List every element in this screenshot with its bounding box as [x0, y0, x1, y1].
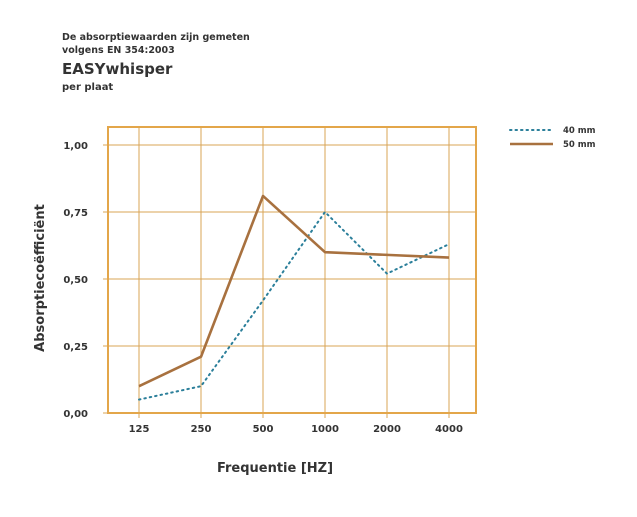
y-tick-label: 0,75 [63, 208, 88, 219]
plot-frame [107, 126, 477, 414]
x-tick-label: 250 [191, 424, 212, 435]
measurement-note: De absorptiewaarden zijn gemeten volgens… [62, 31, 250, 57]
series-line-50mm [138, 194, 450, 388]
legend: 40 mm 50 mm [509, 126, 596, 150]
y-tick-label: 0,00 [63, 409, 88, 420]
y-tick-label: 1,00 [63, 141, 88, 152]
y-axis-label: Absorptiecoëfficiënt [33, 204, 48, 352]
y-tick-label: 0,50 [63, 275, 88, 286]
note-line-1: De absorptiewaarden zijn gemeten [62, 32, 250, 43]
legend-label: 40 mm [563, 126, 596, 136]
y-tick-label: 0,25 [63, 342, 88, 353]
note-line-2: volgens EN 354:2003 [62, 45, 175, 56]
x-tick-label: 4000 [435, 424, 463, 435]
chart-subtitle: per plaat [62, 82, 114, 93]
x-axis-label: Frequentie [HZ] [217, 461, 333, 476]
grid-lines [103, 127, 476, 418]
chart-title: EASYwhisper [62, 60, 173, 78]
series-line-40mm [138, 211, 450, 401]
legend-label: 50 mm [563, 140, 596, 150]
series-lines [138, 194, 450, 401]
y-tick-labels: 0,00 0,25 0,50 0,75 1,00 [63, 141, 88, 420]
x-tick-label: 125 [129, 424, 150, 435]
x-tick-label: 1000 [311, 424, 339, 435]
x-tick-labels: 125 250 500 1000 2000 4000 [129, 424, 463, 435]
x-tick-label: 2000 [373, 424, 401, 435]
x-tick-label: 500 [253, 424, 274, 435]
